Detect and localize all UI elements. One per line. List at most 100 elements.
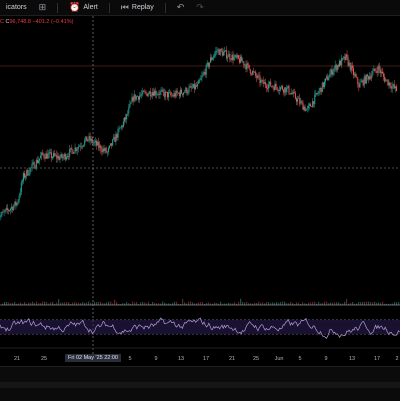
time-tick: 17 (373, 356, 381, 362)
candle-body (268, 84, 270, 89)
candle-body (363, 76, 365, 86)
replay-button[interactable]: ⏮ Replay (117, 1, 158, 15)
redo-button[interactable]: ↷ (192, 1, 208, 15)
volume-bar (48, 303, 50, 305)
volume-bar (72, 302, 74, 305)
alert-button[interactable]: ⏰ Alert (65, 1, 102, 15)
candle-body (116, 134, 118, 138)
volume-bar (216, 302, 218, 305)
candle-body (143, 90, 145, 92)
indicators-button[interactable]: icators (2, 1, 31, 15)
templates-icon: ⊞ (38, 2, 47, 12)
volume-bar (352, 301, 354, 305)
candle-body (65, 157, 67, 160)
candle-body (173, 93, 175, 97)
candle-body (91, 138, 93, 144)
volume-bar (106, 302, 108, 305)
candle-body (351, 65, 353, 69)
candle-body (316, 93, 318, 94)
candle-body (236, 55, 238, 58)
volume-bar (50, 302, 52, 305)
indicators-label: icators (6, 4, 27, 11)
candle-body (27, 169, 29, 176)
candle-body (329, 73, 331, 78)
candle-body (245, 64, 247, 70)
volume-bar (174, 301, 176, 305)
candle-body (230, 59, 232, 60)
candle-body (1, 212, 3, 216)
volume-bar (366, 301, 368, 305)
candle-body (110, 143, 112, 146)
candle-body (361, 80, 363, 82)
candle-body (10, 208, 12, 211)
volume-bar (158, 303, 160, 305)
candle-body (149, 91, 151, 97)
candle-body (83, 144, 85, 147)
candle-body (28, 174, 30, 176)
candle-body (119, 127, 121, 129)
candle-body (38, 160, 39, 163)
candle-body (13, 205, 15, 211)
candle-body (183, 92, 185, 95)
undo-button[interactable]: ↶ (173, 1, 189, 15)
candle-body (276, 87, 278, 90)
volume-bar (302, 301, 304, 305)
scroll-track[interactable] (0, 382, 400, 388)
candle-body (193, 83, 195, 90)
volume-bar (230, 303, 232, 305)
candle-body (211, 57, 213, 60)
candle-body (231, 54, 233, 60)
candle-body (249, 69, 251, 74)
candle-body (206, 62, 208, 65)
candle-body (72, 150, 74, 154)
candle-body (337, 65, 339, 67)
volume-bar (98, 301, 100, 305)
volume-bar (4, 301, 6, 305)
volume-bar (382, 301, 384, 305)
candle-body (262, 79, 264, 84)
candle-body (169, 92, 171, 93)
candle-body (212, 58, 214, 60)
candle-body (314, 94, 316, 105)
candle-body (272, 86, 274, 87)
candle-body (163, 92, 165, 97)
candle-body (189, 86, 191, 88)
templates-button[interactable]: ⊞ (35, 1, 51, 15)
candle-body (354, 74, 356, 76)
candle-body (218, 49, 220, 55)
volume-bar (330, 302, 332, 305)
candle-body (82, 146, 84, 147)
candle-body (263, 82, 265, 84)
candle-body (217, 49, 219, 51)
volume-bar (184, 302, 186, 305)
candle-body (208, 62, 210, 67)
candle-body (271, 86, 273, 87)
candle-body (134, 94, 136, 100)
candle-body (369, 76, 371, 80)
volume-bar (318, 301, 320, 305)
volume-bar (292, 302, 294, 305)
candle-body (385, 79, 387, 82)
volume-bar (30, 302, 32, 305)
candle-body (312, 101, 314, 107)
candle-body (139, 95, 141, 100)
time-axis[interactable]: 21 25 5 9 13 17 21 25 Jun 5 9 13 17 2 Fr… (0, 353, 400, 365)
volume-bar (306, 303, 308, 305)
candle-body (320, 87, 322, 93)
volume-bar (326, 301, 328, 305)
candle-body (156, 94, 158, 96)
candle-body (213, 56, 215, 59)
volume-bar (194, 303, 196, 305)
candle-body (113, 137, 115, 140)
price-chart[interactable] (0, 16, 400, 376)
volume-bar (118, 303, 120, 305)
volume-bar (278, 302, 280, 305)
redo-icon: ↷ (196, 2, 204, 12)
candle-body (18, 195, 20, 201)
candle-body (365, 74, 367, 84)
volume-bar (52, 302, 54, 305)
candle-body (26, 169, 28, 176)
candle-body (389, 82, 391, 87)
volume-bar (196, 303, 198, 305)
volume-bar (92, 302, 94, 305)
